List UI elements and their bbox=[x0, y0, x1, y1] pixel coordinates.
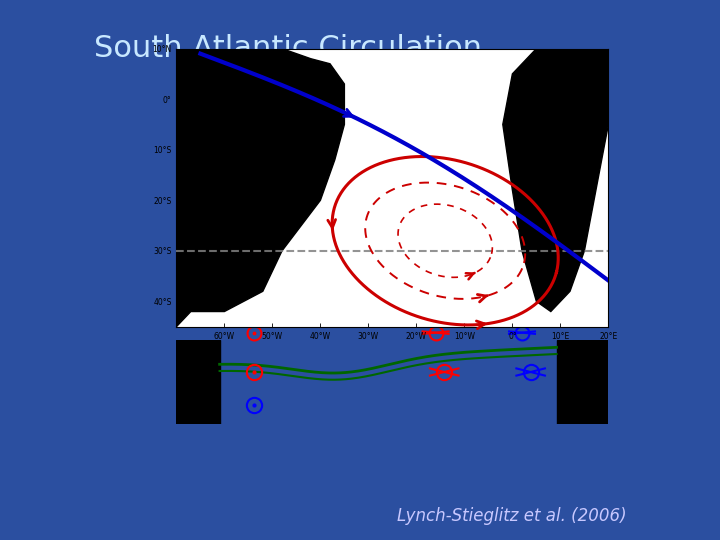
Polygon shape bbox=[176, 49, 344, 327]
Bar bbox=[557, 340, 608, 424]
Text: Lynch-Stieglitz et al. (2006): Lynch-Stieglitz et al. (2006) bbox=[397, 507, 626, 525]
Polygon shape bbox=[503, 49, 608, 312]
Bar bbox=[176, 340, 220, 424]
Text: South Atlantic Circulation: South Atlantic Circulation bbox=[94, 34, 482, 63]
